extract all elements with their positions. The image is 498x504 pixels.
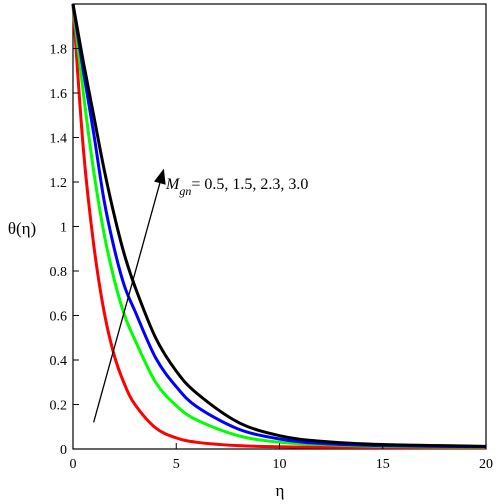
y-tick-label: 1 <box>60 221 67 236</box>
y-tick-label: 0.8 <box>50 265 68 280</box>
y-axis-title: θ(η) <box>8 219 36 238</box>
x-axis-title: η <box>276 481 285 500</box>
series-lines <box>71 3 487 450</box>
y-tick-label: 1.4 <box>50 132 68 147</box>
y-tick-label: 0 <box>60 443 67 458</box>
annotation-label-sub: gn <box>179 184 191 198</box>
y-tick-label: 0.6 <box>50 310 68 325</box>
annotation-label-main: M <box>165 176 181 193</box>
series-line-4 <box>71 3 487 448</box>
plot-border <box>72 3 487 450</box>
series-line-3 <box>71 3 487 449</box>
x-tick-label: 10 <box>273 457 287 472</box>
x-tick-label: 20 <box>479 457 493 472</box>
annotation: Mgn= 0.5, 1.5, 2.3, 3.0 <box>93 168 308 423</box>
y-tick-label: 1.6 <box>50 87 68 102</box>
x-tick-label: 0 <box>70 457 77 472</box>
y-tick-label: 1.2 <box>50 176 68 191</box>
y-axis-ticks: 0 0.2 0.4 0.6 0.8 1 1.2 1.4 1.6 1.8 <box>50 43 79 458</box>
x-axis-ticks: 0 5 10 15 20 <box>70 443 493 472</box>
annotation-arrow-head <box>154 168 166 185</box>
y-tick-label: 0.4 <box>50 354 68 369</box>
series-line-2 <box>71 3 487 449</box>
annotation-label-rest: = 0.5, 1.5, 2.3, 3.0 <box>191 176 308 193</box>
plot-frame <box>72 3 487 450</box>
x-tick-label: 15 <box>376 457 390 472</box>
annotation-arrow <box>93 182 161 423</box>
series-line-1 <box>71 3 487 450</box>
annotation-label: Mgn= 0.5, 1.5, 2.3, 3.0 <box>165 176 308 198</box>
y-tick-label: 0.2 <box>50 399 68 414</box>
y-tick-label: 1.8 <box>50 43 68 58</box>
x-tick-label: 5 <box>173 457 180 472</box>
